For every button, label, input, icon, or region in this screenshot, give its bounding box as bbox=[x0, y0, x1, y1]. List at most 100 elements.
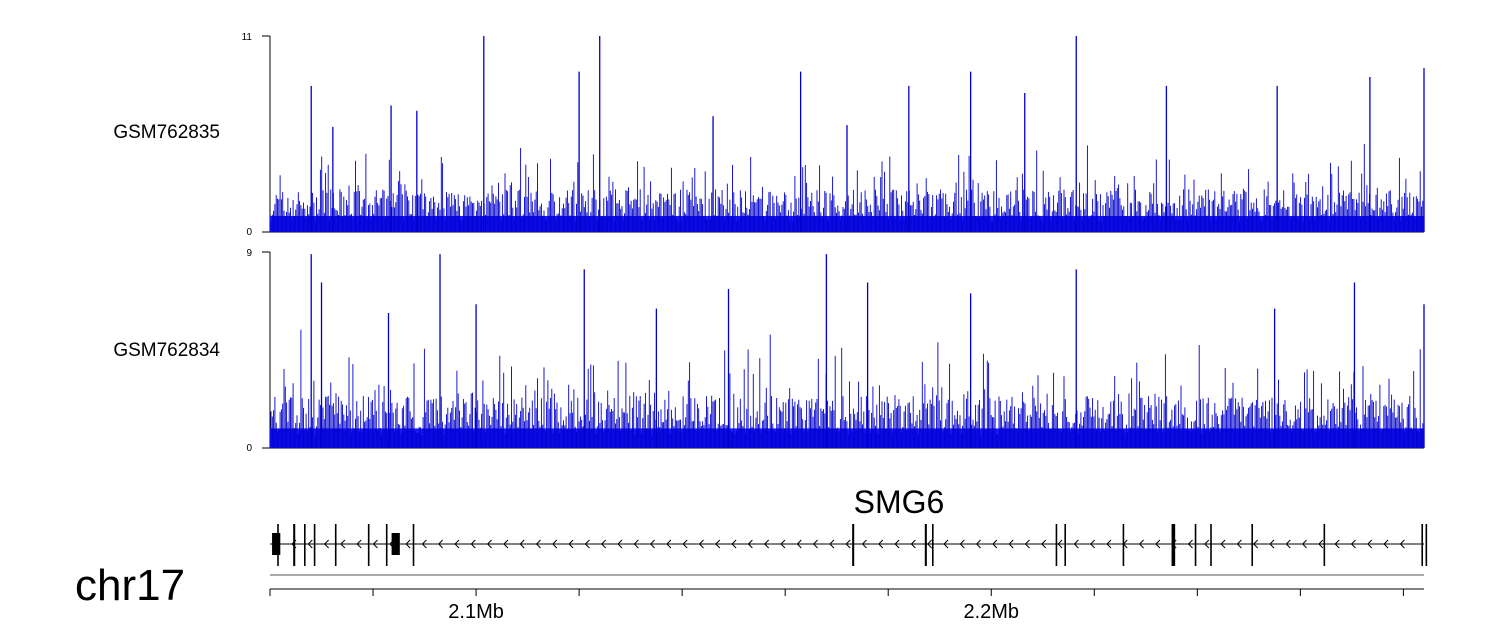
strand-arrow bbox=[1220, 539, 1226, 549]
strand-arrow bbox=[1334, 539, 1340, 549]
strand-arrow bbox=[1383, 539, 1389, 549]
strand-arrow bbox=[1236, 539, 1242, 549]
strand-arrow bbox=[356, 539, 362, 549]
strand-arrow bbox=[535, 539, 541, 549]
gene-exon bbox=[1425, 524, 1428, 566]
strand-arrow bbox=[437, 539, 444, 549]
gene-model-track: SMG6 bbox=[270, 484, 1428, 566]
gene-exon bbox=[277, 524, 279, 566]
strand-arrow bbox=[1301, 539, 1307, 549]
strand-arrow bbox=[763, 539, 770, 549]
strand-arrow bbox=[519, 539, 525, 549]
y-axis-max-label: 9 bbox=[246, 248, 252, 259]
y-axis-zero-label: 0 bbox=[246, 227, 252, 238]
strand-arrow bbox=[926, 539, 933, 549]
coordinate-tick-labels: 2.1Mb 2.2Mb bbox=[448, 601, 1019, 623]
strand-arrow bbox=[340, 539, 346, 549]
strand-arrow bbox=[796, 539, 802, 549]
chromosome-label: chr17 bbox=[75, 561, 185, 610]
gene-exon bbox=[1064, 524, 1067, 566]
coordinate-tick-label: 2.2Mb bbox=[963, 601, 1019, 623]
strand-arrow bbox=[1204, 539, 1210, 549]
strand-arrow bbox=[1318, 539, 1324, 549]
gene-exon bbox=[924, 524, 927, 566]
strand-arrow bbox=[323, 539, 329, 549]
strand-arrow bbox=[568, 539, 574, 549]
strand-arrow bbox=[1041, 539, 1047, 549]
gene-exon bbox=[367, 524, 370, 566]
gene-exon bbox=[412, 524, 415, 566]
strand-arrow bbox=[1155, 539, 1161, 549]
strand-arrow bbox=[503, 539, 509, 549]
strand-arrow bbox=[992, 539, 998, 549]
gene-exon bbox=[1210, 524, 1212, 566]
strand-arrow bbox=[1187, 539, 1193, 549]
y-axis-zero-label: 0 bbox=[246, 443, 252, 454]
coverage-bars bbox=[270, 254, 1425, 448]
strand-arrow bbox=[698, 539, 704, 549]
y-axis: 9 0 bbox=[246, 248, 271, 454]
strand-arrow bbox=[1367, 539, 1373, 549]
gene-exon bbox=[1194, 524, 1197, 566]
strand-arrow bbox=[910, 539, 916, 549]
gene-exon bbox=[304, 524, 306, 566]
strand-arrow bbox=[861, 539, 867, 549]
strand-arrow bbox=[1285, 539, 1291, 549]
coverage-track-gsm762835: GSM762835 11 0 bbox=[113, 32, 1425, 238]
coordinate-tick-label: 2.1Mb bbox=[448, 601, 504, 623]
gene-exon bbox=[385, 524, 388, 566]
coverage-signal bbox=[270, 329, 1424, 448]
gene-exon bbox=[852, 524, 855, 566]
strand-arrow bbox=[747, 539, 753, 549]
strand-arrow bbox=[1138, 539, 1144, 549]
strand-arrow bbox=[780, 539, 786, 549]
gene-exon bbox=[391, 533, 400, 555]
strand-arrow bbox=[682, 539, 688, 549]
strand-arrow bbox=[1350, 539, 1356, 549]
gene-exons bbox=[272, 524, 1428, 566]
strand-arrow bbox=[731, 539, 737, 549]
gene-exon bbox=[1171, 524, 1176, 566]
strand-arrow bbox=[584, 539, 590, 549]
strand-arrow bbox=[959, 539, 965, 549]
strand-arrow bbox=[372, 539, 378, 549]
strand-arrow bbox=[1089, 539, 1096, 549]
coordinate-minor-ticks bbox=[269, 589, 1404, 596]
strand-arrow bbox=[1252, 539, 1259, 549]
coverage-track-gsm762834: GSM762834 9 0 bbox=[113, 248, 1425, 454]
gene-exon bbox=[334, 524, 337, 566]
strand-arrow bbox=[975, 539, 981, 549]
strand-arrow bbox=[1399, 539, 1405, 549]
strand-arrows bbox=[291, 539, 1405, 549]
track-name-label: GSM762834 bbox=[113, 340, 220, 361]
strand-arrow bbox=[1024, 539, 1030, 549]
strand-arrow bbox=[633, 539, 639, 549]
gene-exon bbox=[1323, 524, 1326, 566]
strand-arrow bbox=[894, 539, 900, 549]
strand-arrow bbox=[1008, 539, 1014, 549]
gene-exon bbox=[1251, 524, 1254, 566]
strand-arrow bbox=[600, 539, 607, 549]
gene-exon bbox=[313, 524, 316, 566]
gene-name-label: SMG6 bbox=[854, 484, 945, 520]
strand-arrow bbox=[1073, 539, 1079, 549]
strand-arrow bbox=[552, 539, 558, 549]
gene-exon bbox=[1421, 524, 1424, 566]
strand-arrow bbox=[405, 539, 411, 549]
gene-exon bbox=[1055, 524, 1058, 566]
strand-arrow bbox=[421, 539, 427, 549]
gene-exon bbox=[272, 533, 281, 555]
strand-arrow bbox=[486, 539, 492, 549]
strand-arrow bbox=[1106, 539, 1112, 549]
strand-arrow bbox=[649, 539, 655, 549]
genome-coordinate-axis: chr17 2.1Mb 2.2Mb bbox=[75, 561, 1424, 623]
strand-arrow bbox=[307, 539, 313, 549]
strand-arrow bbox=[812, 539, 818, 549]
strand-arrow bbox=[617, 539, 623, 549]
coverage-bars bbox=[270, 36, 1425, 232]
gene-exon bbox=[293, 524, 296, 566]
strand-arrow bbox=[1057, 539, 1063, 549]
y-axis: 11 0 bbox=[242, 32, 271, 238]
strand-arrow bbox=[1269, 539, 1275, 549]
strand-arrow bbox=[845, 539, 851, 549]
